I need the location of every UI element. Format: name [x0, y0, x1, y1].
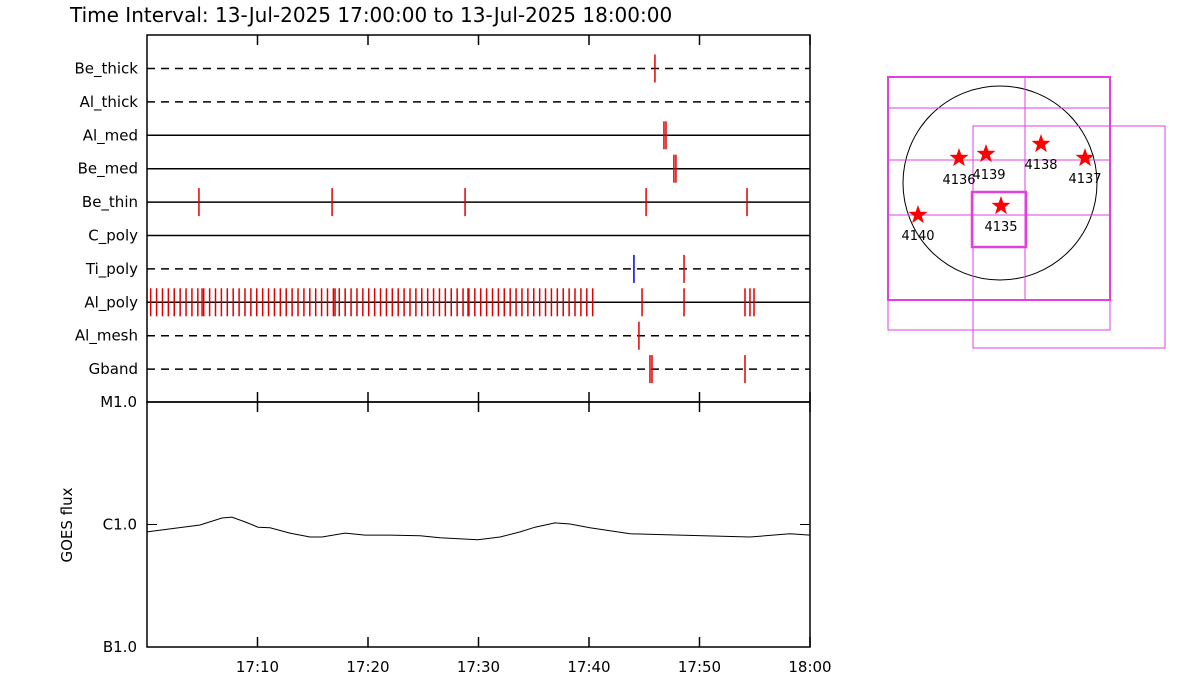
row-label: Be_thin — [82, 193, 138, 212]
x-tick-label: 17:30 — [457, 658, 500, 676]
region-star — [1031, 134, 1051, 153]
y-tick-label: M1.0 — [100, 393, 137, 411]
fov-box — [970, 190, 1028, 249]
y-tick-label: B1.0 — [103, 638, 137, 656]
row-label: Al_med — [83, 126, 138, 145]
region-label: 4135 — [984, 220, 1017, 235]
fov-box — [972, 125, 1166, 349]
row-label: Gband — [89, 360, 138, 378]
row-label: Al_poly — [84, 293, 138, 312]
row-label: Ti_poly — [85, 260, 138, 279]
region-star — [949, 148, 969, 167]
region-label: 4136 — [942, 173, 975, 188]
timeline-frame — [146, 34, 811, 403]
row-label: C_poly — [88, 227, 138, 246]
region-star — [908, 205, 928, 224]
goes-curve — [146, 516, 811, 541]
region-label: 4138 — [1024, 158, 1057, 173]
region-label: 4139 — [972, 168, 1005, 183]
y-tick-label: C1.0 — [103, 516, 137, 534]
region-label: 4137 — [1068, 172, 1101, 187]
x-tick-label: 17:50 — [678, 658, 721, 676]
row-label: Be_med — [78, 160, 138, 179]
goes-frame — [146, 401, 811, 648]
row-label: Al_mesh — [75, 327, 138, 346]
x-tick-label: 17:40 — [567, 658, 610, 676]
x-tick-label: 17:10 — [236, 658, 279, 676]
fov-boxes — [887, 76, 1166, 349]
sun-map: 4136 4139 4138 4137 4135 4140 — [887, 76, 1166, 349]
region-star — [976, 144, 996, 163]
y-axis-label: GOES flux — [58, 487, 76, 562]
row-label: Al_thick — [80, 93, 139, 112]
region-label: 4140 — [901, 229, 934, 244]
x-tick-label: 18:00 — [788, 658, 831, 676]
fov-box — [887, 76, 1111, 301]
row-label: Be_thick — [74, 60, 138, 79]
fov-box — [887, 107, 1111, 331]
solar-disk — [902, 85, 1098, 281]
region-star — [991, 196, 1011, 215]
chart-title: Time Interval: 13-Jul-2025 17:00:00 to 1… — [69, 3, 672, 27]
x-tick-label: 17:20 — [346, 658, 389, 676]
